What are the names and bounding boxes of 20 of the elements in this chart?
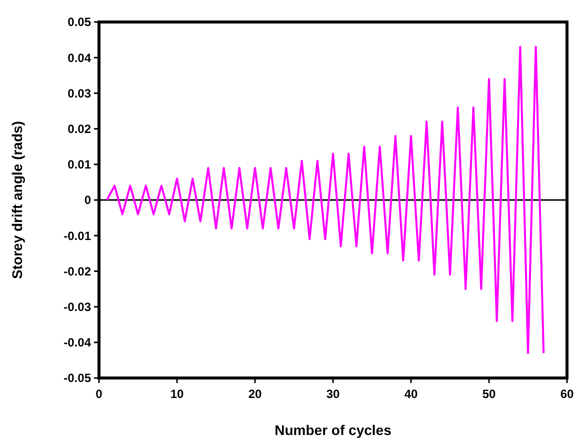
y-tick-label: 0.05 — [68, 15, 92, 30]
y-tick-label: 0.02 — [68, 122, 92, 136]
x-tick-label: 60 — [560, 387, 574, 401]
y-tick-label: 0.04 — [68, 50, 92, 65]
y-axis-title: Storey drift angle (rads) — [9, 121, 25, 279]
y-tick-label: 0 — [84, 193, 92, 208]
y-tick-label: -0.05 — [64, 371, 92, 386]
y-tick-label: -0.04 — [64, 336, 92, 350]
y-tick-label: -0.01 — [64, 228, 92, 243]
y-tick-label: 0.03 — [68, 86, 92, 100]
x-tick-label: 0 — [96, 387, 103, 401]
y-tick-label: -0.03 — [64, 300, 92, 314]
x-axis-title: Number of cycles — [274, 422, 392, 438]
x-tick-label: 20 — [248, 387, 262, 401]
y-tick-label: -0.02 — [64, 264, 92, 278]
x-tick-label: 50 — [482, 387, 496, 401]
x-tick-label: 30 — [326, 387, 340, 401]
y-tick-label: 0.01 — [68, 158, 92, 172]
x-tick-label: 40 — [404, 387, 418, 401]
x-tick-label: 10 — [170, 387, 184, 401]
